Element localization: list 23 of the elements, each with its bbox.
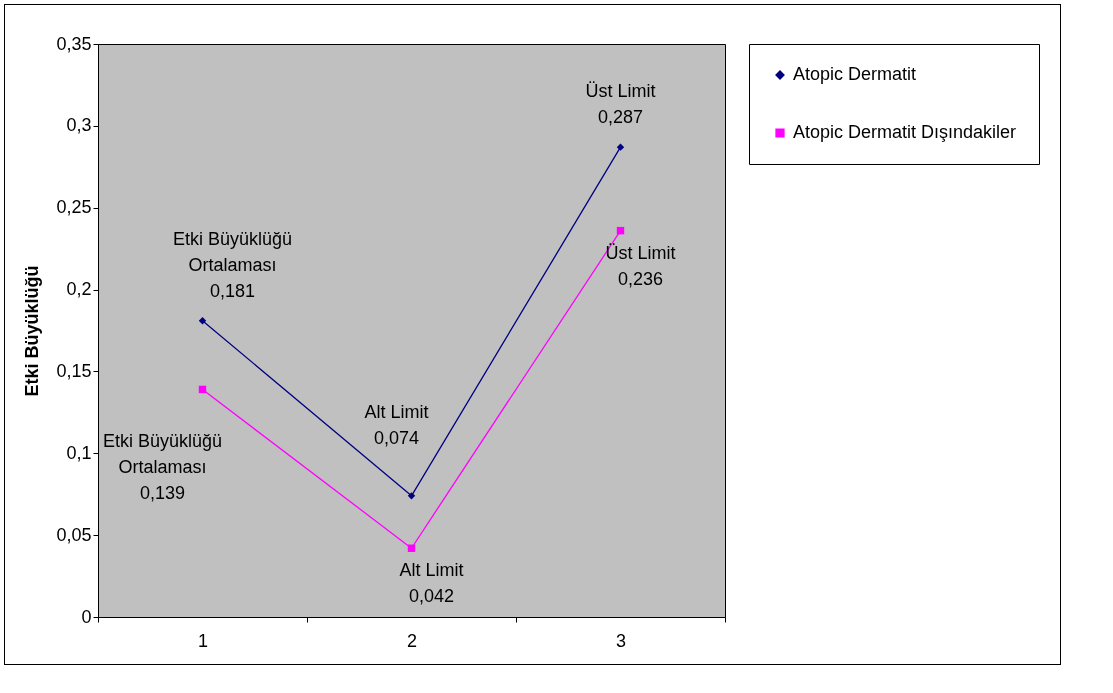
data-label: Alt Limit 0,042	[399, 560, 464, 607]
point	[616, 143, 625, 151]
y-tick-label: 0	[81, 606, 92, 627]
legend-label: Atopic Dermatit	[793, 64, 917, 84]
y-tick-label: 0,35	[56, 33, 92, 54]
y-tick-label: 0,15	[56, 360, 92, 381]
data-label: Üst Limit 0,287	[585, 81, 656, 128]
data-label: Etki Büyüklüğü Ortalaması 0,139	[102, 431, 223, 504]
y-tick-label: 0,25	[56, 197, 92, 218]
x-tick-label: 1	[197, 630, 209, 651]
y-tick-label: 0,05	[56, 524, 92, 545]
y-tick-label: 0,2	[66, 279, 92, 300]
data-label: Alt Limit 0,074	[364, 401, 429, 448]
legend-label: Atopic Dermatit Dışındakiler	[793, 122, 1017, 142]
y-axis-title: Etki Büyüklüğü	[22, 265, 43, 397]
y-tick-label: 0,1	[66, 442, 92, 463]
x-tick-label: 2	[406, 630, 418, 651]
y-tick-label: 0,3	[66, 115, 92, 136]
point	[407, 492, 416, 500]
data-label: Etki Büyüklüğü Ortalaması 0,181	[172, 228, 293, 301]
data-label: Üst Limit 0,236	[605, 242, 676, 289]
x-tick-label: 3	[615, 630, 627, 651]
point	[198, 316, 207, 325]
